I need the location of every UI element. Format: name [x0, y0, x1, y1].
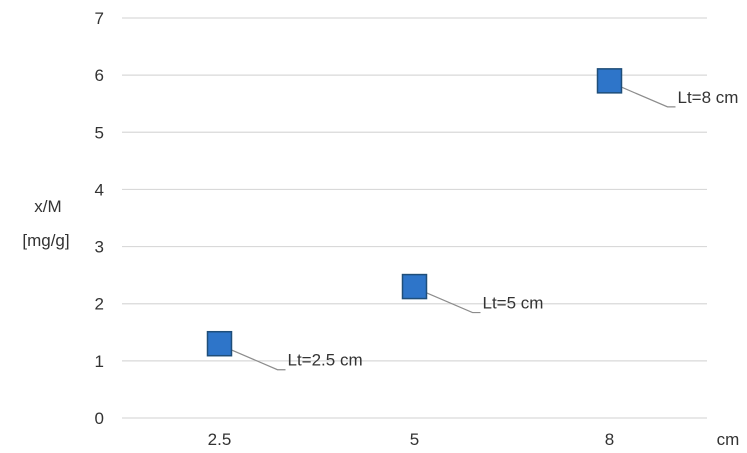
y-axis-title-line1: x/M [34, 197, 61, 216]
data-point-2 [596, 68, 623, 94]
data-points [206, 68, 623, 357]
y-tick-label-6: 6 [95, 66, 104, 85]
x-axis-title: cm [717, 430, 740, 449]
gridlines [122, 17, 707, 419]
y-tick-label-1: 1 [95, 352, 104, 371]
y-tick-labels: 0 1 2 3 4 5 6 7 [95, 9, 104, 428]
y-axis-title-line2: [mg/g] [22, 231, 69, 250]
data-point-0 [206, 330, 233, 357]
data-label-leader-0 [221, 345, 286, 371]
y-tick-label-2: 2 [95, 295, 104, 314]
data-label-1: Lt=5 cm [483, 294, 544, 313]
data-label-0: Lt=2.5 cm [288, 351, 363, 370]
y-tick-label-4: 4 [95, 180, 104, 199]
y-tick-label-5: 5 [95, 123, 104, 142]
x-tick-label-2: 8 [605, 430, 614, 449]
data-label-2: Lt=8 cm [678, 88, 739, 107]
x-tick-label-0: 2.5 [208, 430, 232, 449]
data-label-leader-2 [611, 82, 676, 108]
y-tick-label-3: 3 [95, 238, 104, 257]
y-tick-label-0: 0 [95, 409, 104, 428]
data-point-1 [401, 273, 428, 300]
x-tick-labels: 2.5 5 8 [208, 430, 615, 449]
x-tick-label-1: 5 [410, 430, 419, 449]
data-labels: Lt=2.5 cm Lt=5 cm Lt=8 cm [288, 88, 739, 370]
data-label-leader-1 [416, 288, 481, 314]
data-label-leaders [221, 82, 676, 371]
y-tick-label-7: 7 [95, 9, 104, 28]
